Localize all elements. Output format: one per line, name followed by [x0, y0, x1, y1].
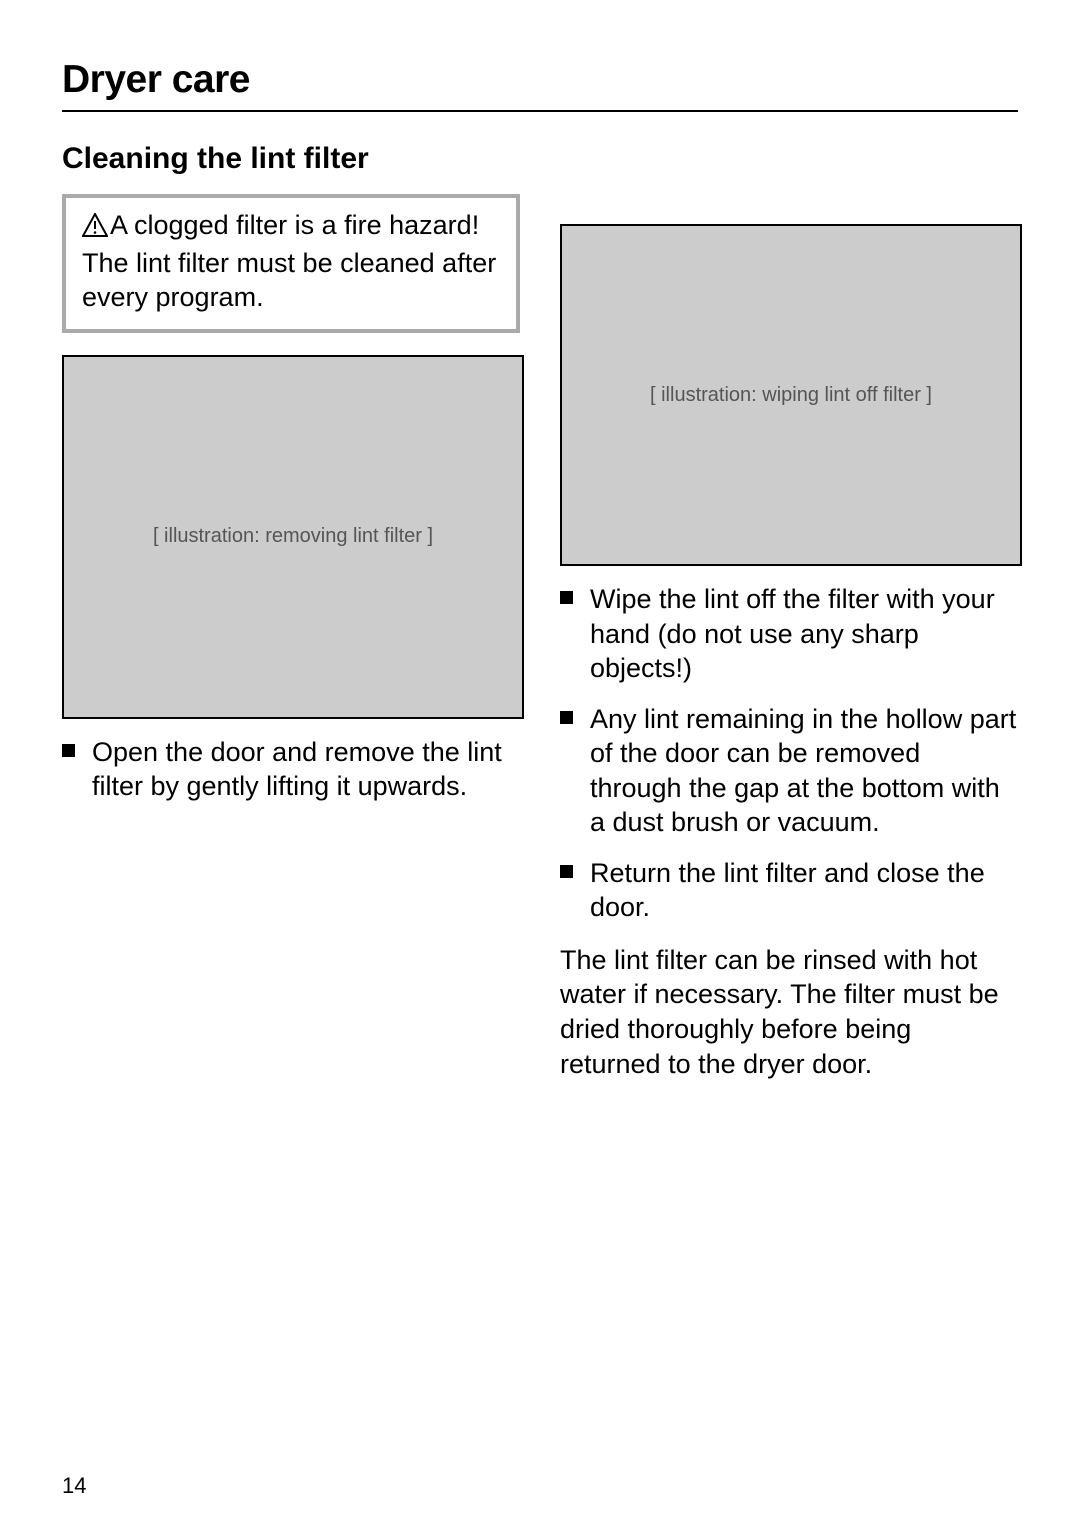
page-number: 14: [62, 1473, 86, 1499]
right-column: [ illustration: wiping lint off filter ]…: [560, 194, 1018, 1081]
step-text: Open the door and remove the lint filter…: [92, 737, 502, 802]
list-item: Open the door and remove the lint filter…: [62, 735, 520, 804]
section-heading: Cleaning the lint filter: [62, 142, 1018, 176]
warning-line2: The lint filter must be cleaned after ev…: [82, 248, 496, 313]
left-step-list: Open the door and remove the lint filter…: [62, 735, 520, 804]
figure2-alt: [ illustration: wiping lint off filter ]: [650, 384, 932, 407]
figure-wipe-filter: [ illustration: wiping lint off filter ]: [560, 224, 1022, 566]
right-step-list: Wipe the lint off the filter with your h…: [560, 582, 1018, 925]
warning-icon: [82, 211, 108, 246]
warning-box: A clogged filter is a fire hazard! The l…: [62, 194, 520, 333]
warning-line1: A clogged filter is a fire hazard!: [110, 210, 479, 240]
figure-remove-filter: [ illustration: removing lint filter ]: [62, 355, 524, 719]
step-text: Return the lint filter and close the doo…: [590, 858, 985, 923]
two-column-layout: A clogged filter is a fire hazard! The l…: [62, 194, 1018, 1081]
page-root: Dryer care Cleaning the lint filter A cl…: [0, 0, 1080, 1081]
left-column: A clogged filter is a fire hazard! The l…: [62, 194, 520, 1081]
figure1-alt: [ illustration: removing lint filter ]: [153, 525, 433, 548]
title-rule: [62, 110, 1018, 112]
list-item: Wipe the lint off the filter with your h…: [560, 582, 1018, 686]
list-item: Return the lint filter and close the doo…: [560, 856, 1018, 925]
step-text: Any lint remaining in the hollow part of…: [590, 704, 1016, 838]
list-item: Any lint remaining in the hollow part of…: [560, 702, 1018, 840]
page-title: Dryer care: [62, 58, 1018, 102]
closing-paragraph: The lint filter can be rinsed with hot w…: [560, 943, 1018, 1081]
step-text: Wipe the lint off the filter with your h…: [590, 584, 995, 683]
